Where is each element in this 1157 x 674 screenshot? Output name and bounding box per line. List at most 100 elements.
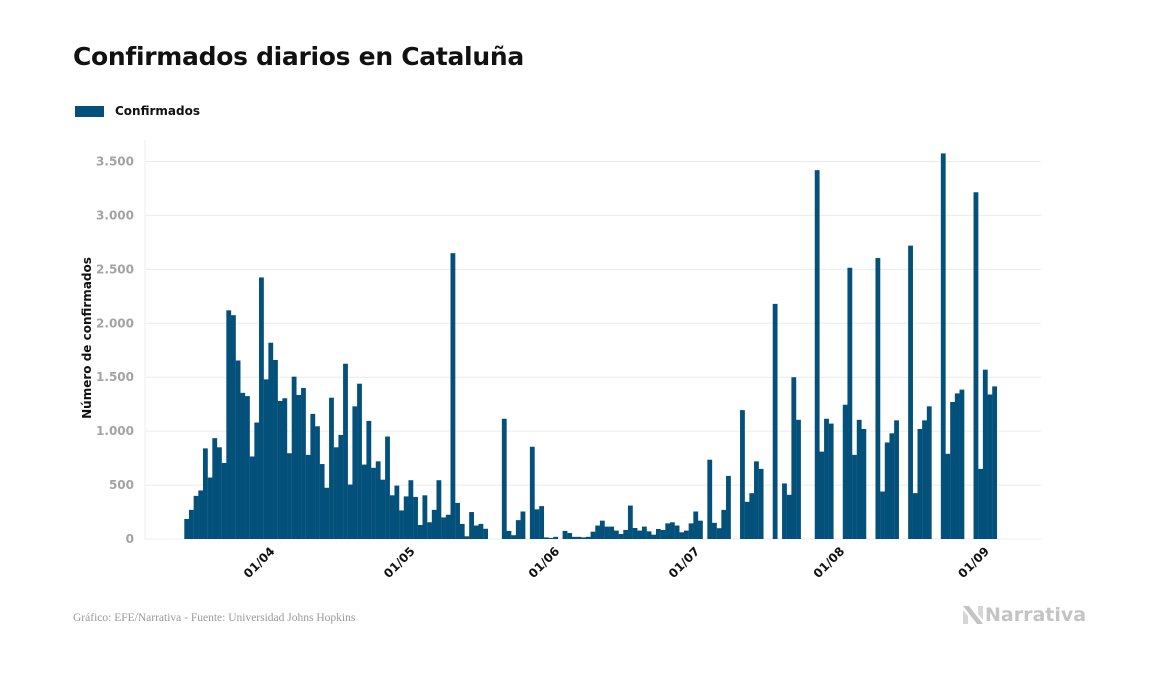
narrativa-logo-icon [963, 606, 983, 624]
bar [254, 422, 260, 539]
bar [263, 379, 269, 539]
bar [450, 253, 456, 539]
y-tick-label: 500 [109, 478, 134, 492]
bar [562, 530, 568, 539]
bar [880, 491, 885, 539]
bar [926, 406, 932, 539]
bar [744, 501, 750, 539]
bar [623, 529, 629, 539]
bar [683, 530, 689, 539]
bar [609, 526, 615, 539]
y-tick-label: 3.000 [96, 208, 134, 222]
bar [188, 509, 194, 539]
bar [674, 525, 680, 539]
bar [693, 511, 699, 539]
bar [959, 389, 965, 539]
bar [954, 393, 960, 539]
bar [375, 461, 381, 539]
bar [310, 413, 316, 539]
x-tick-label: 01/06 [526, 544, 563, 581]
bar [553, 536, 559, 539]
bar [235, 360, 241, 539]
y-axis-title: Número de confirmados [80, 257, 94, 419]
bar [819, 451, 825, 539]
bar [249, 456, 255, 539]
bar [716, 528, 722, 539]
bar [665, 523, 671, 539]
bar [908, 245, 913, 539]
bar [506, 530, 512, 539]
bar [464, 536, 470, 539]
bars [184, 153, 998, 540]
x-tick-label: 01/07 [666, 544, 703, 581]
bar [436, 480, 442, 539]
bar [861, 428, 867, 539]
bar [973, 192, 979, 540]
bar [483, 528, 488, 539]
bar [571, 536, 577, 539]
bar [712, 522, 717, 539]
bar [343, 363, 348, 539]
bar [380, 479, 386, 539]
bar [791, 377, 797, 539]
bar [922, 420, 927, 539]
bar [394, 485, 400, 539]
bar [978, 468, 984, 539]
bar [543, 537, 549, 539]
bar [590, 531, 596, 539]
bar [842, 404, 848, 539]
bar [212, 438, 218, 539]
source-note: Gráfico: EFE/Narrativa - Fuente: Univers… [73, 612, 356, 624]
bar [852, 454, 857, 539]
bar [216, 447, 222, 539]
bar [824, 418, 829, 539]
bar [641, 526, 647, 539]
bar [445, 514, 451, 539]
bar [875, 258, 881, 539]
bar [319, 464, 325, 539]
bar [202, 448, 208, 539]
bar [595, 525, 601, 539]
y-tick-labels: 0 500 1.000 1.500 2.000 2.500 3.000 3.500 [96, 155, 134, 547]
bar [357, 383, 362, 539]
bar [226, 310, 232, 539]
bar [231, 315, 236, 539]
chart-title: Confirmados diarios en Cataluña [73, 42, 524, 71]
bar [422, 495, 428, 539]
bar [221, 462, 227, 539]
bar [581, 537, 587, 539]
bar [567, 533, 573, 539]
bar [268, 342, 274, 539]
bar [660, 529, 666, 539]
bar [599, 520, 605, 539]
bar [184, 518, 190, 539]
x-tick-label: 01/08 [811, 544, 848, 581]
bar [389, 495, 395, 539]
bar [940, 153, 946, 539]
bar [501, 418, 507, 539]
bar [707, 459, 713, 539]
bar [655, 528, 661, 539]
bar [338, 434, 344, 539]
bar [385, 436, 390, 539]
bar [296, 395, 302, 539]
legend-swatch [75, 105, 104, 117]
bar [259, 277, 264, 539]
bar [613, 530, 619, 539]
bar [240, 392, 246, 539]
bar [576, 536, 582, 539]
x-tick-label: 01/04 [241, 544, 278, 581]
y-tick-label: 1.500 [96, 370, 134, 384]
bar [301, 388, 306, 539]
bar [413, 496, 418, 539]
bar [604, 526, 610, 539]
bar [408, 480, 414, 539]
bar [417, 524, 423, 539]
bar [847, 267, 853, 539]
bar [431, 509, 437, 539]
bar [987, 394, 993, 539]
y-tick-label: 2.500 [96, 262, 134, 276]
bar [287, 453, 292, 539]
bar [469, 512, 474, 539]
bar [245, 396, 250, 539]
